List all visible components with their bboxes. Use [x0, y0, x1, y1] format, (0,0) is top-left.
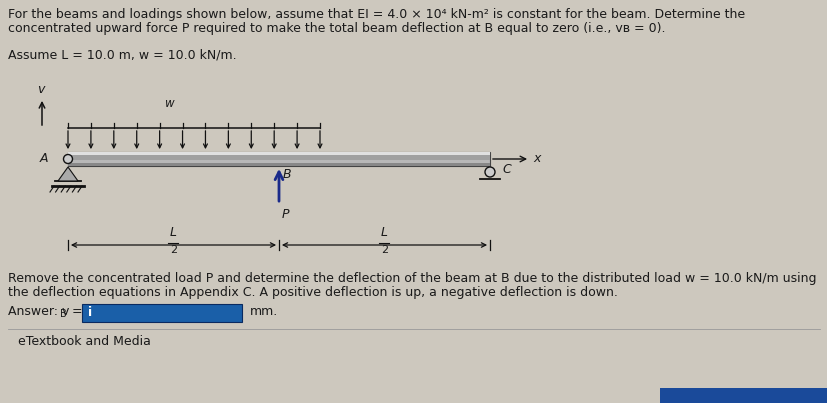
- Text: eTextbook and Media: eTextbook and Media: [18, 335, 151, 348]
- Bar: [659, 388, 827, 403]
- Bar: [82, 304, 241, 322]
- Text: C: C: [501, 163, 510, 176]
- Text: B: B: [60, 309, 67, 319]
- Text: For the beams and loadings shown below, assume that EI = 4.0 × 10⁴ kN-m² is cons: For the beams and loadings shown below, …: [8, 8, 744, 21]
- Text: 2: 2: [380, 245, 388, 255]
- Text: x: x: [533, 152, 540, 166]
- Text: i: i: [88, 307, 92, 320]
- Text: mm.: mm.: [250, 305, 278, 318]
- Text: B: B: [283, 168, 291, 181]
- Text: the deflection equations in Appendix C. A positive deflection is up, a negative : the deflection equations in Appendix C. …: [8, 286, 617, 299]
- Bar: [68, 152, 490, 155]
- Polygon shape: [58, 167, 78, 181]
- Bar: [68, 163, 490, 166]
- Text: P: P: [282, 208, 289, 221]
- Text: L: L: [170, 226, 177, 239]
- Text: w: w: [165, 97, 174, 110]
- Text: 2: 2: [170, 245, 177, 255]
- Text: L: L: [380, 226, 388, 239]
- Circle shape: [485, 167, 495, 177]
- Text: A: A: [40, 152, 48, 166]
- Text: v: v: [37, 83, 45, 96]
- Bar: [68, 152, 490, 166]
- Text: Remove the concentrated load P and determine the deflection of the beam at B due: Remove the concentrated load P and deter…: [8, 272, 815, 285]
- Text: concentrated upward force P required to make the total beam deflection at B equa: concentrated upward force P required to …: [8, 22, 665, 35]
- Text: Answer: v: Answer: v: [8, 305, 69, 318]
- Circle shape: [64, 154, 73, 164]
- Text: Assume L = 10.0 m, w = 10.0 kN/m.: Assume L = 10.0 m, w = 10.0 kN/m.: [8, 48, 237, 61]
- Text: =: =: [68, 305, 83, 318]
- Bar: [68, 155, 490, 160]
